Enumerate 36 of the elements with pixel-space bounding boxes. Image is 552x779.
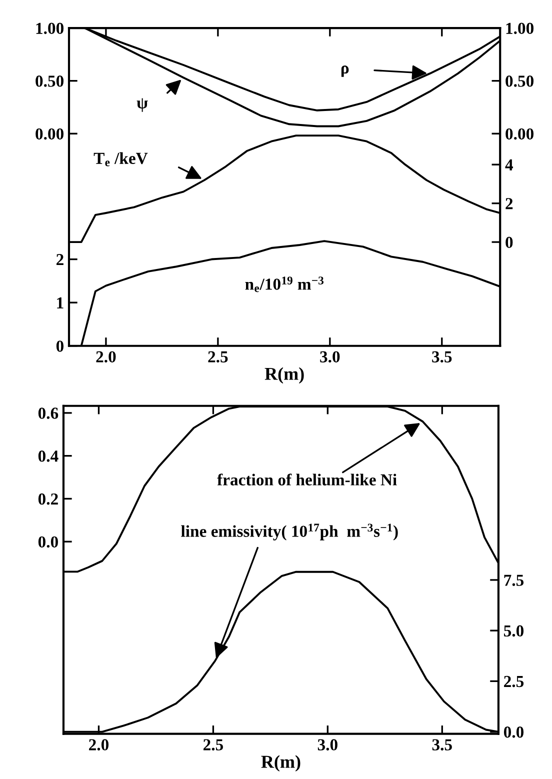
text: 1.00 (506, 22, 534, 34)
y-tick-label: 0.50 (36, 76, 64, 87)
y-tick-label: 0.6 (38, 408, 58, 419)
y2-tick-label: 4 (505, 159, 513, 170)
text: 0.00 (506, 128, 534, 140)
text: line emissivity( 10$^{17}$ph m$^{−3}$s$^{−1}$) (181, 524, 398, 540)
y2-tick-label: 7.5 (504, 574, 524, 586)
text: fraction of helium-like Ni (217, 474, 397, 486)
x-tick-label: 2.0 (89, 739, 109, 750)
text: T$_{e}$ /keV (94, 152, 148, 166)
y3-tick-label: 1 (57, 297, 64, 308)
y2-tick-label: 2.5 (504, 676, 524, 688)
x-axis-title: R(m) (264, 367, 304, 384)
x-tick-label: 3.5 (432, 739, 452, 750)
x-tick-label: 2.0 (96, 351, 116, 363)
y-tick-label: 0.00 (36, 128, 64, 140)
y-tick-label: 1.00 (36, 22, 64, 34)
x-tick-label: 2.5 (203, 739, 224, 750)
y2-tick-label: 0.0 (504, 726, 524, 738)
x-tick-label: 3.0 (320, 351, 340, 363)
x-axis-title: R(m) (261, 755, 300, 772)
y2-tick-label: 5.0 (504, 625, 524, 637)
x-tick-label: 2.5 (208, 351, 228, 363)
x-tick-label: 3.0 (318, 739, 338, 750)
y3-tick-label: 0 (56, 340, 64, 352)
text: 0.50 (506, 76, 534, 87)
y2-tick-label: 0 (506, 236, 513, 248)
y-tick-label: 0.4 (38, 450, 58, 462)
text: ψ (136, 98, 148, 112)
y3-tick-label: 2 (56, 254, 64, 266)
y-tick-label: 0.0 (38, 536, 58, 548)
y-tick-label: 0.2 (38, 493, 58, 505)
y2-tick-label: 2 (506, 198, 513, 210)
x-tick-label: 3.5 (432, 351, 452, 363)
series-label: n$_{e}$/10$^{19}$ m$^{−3}$ (245, 276, 324, 292)
legend-label: ρ (341, 66, 349, 77)
